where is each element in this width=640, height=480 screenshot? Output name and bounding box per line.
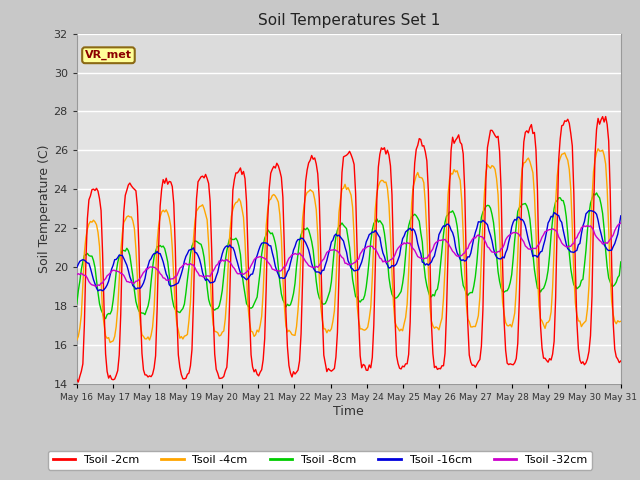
Y-axis label: Soil Temperature (C): Soil Temperature (C) bbox=[38, 144, 51, 273]
Bar bbox=[77, 111, 621, 189]
Bar bbox=[77, 34, 621, 111]
Title: Soil Temperatures Set 1: Soil Temperatures Set 1 bbox=[258, 13, 440, 28]
Text: VR_met: VR_met bbox=[85, 50, 132, 60]
X-axis label: Time: Time bbox=[333, 405, 364, 418]
Legend: Tsoil -2cm, Tsoil -4cm, Tsoil -8cm, Tsoil -16cm, Tsoil -32cm: Tsoil -2cm, Tsoil -4cm, Tsoil -8cm, Tsoi… bbox=[48, 451, 592, 469]
